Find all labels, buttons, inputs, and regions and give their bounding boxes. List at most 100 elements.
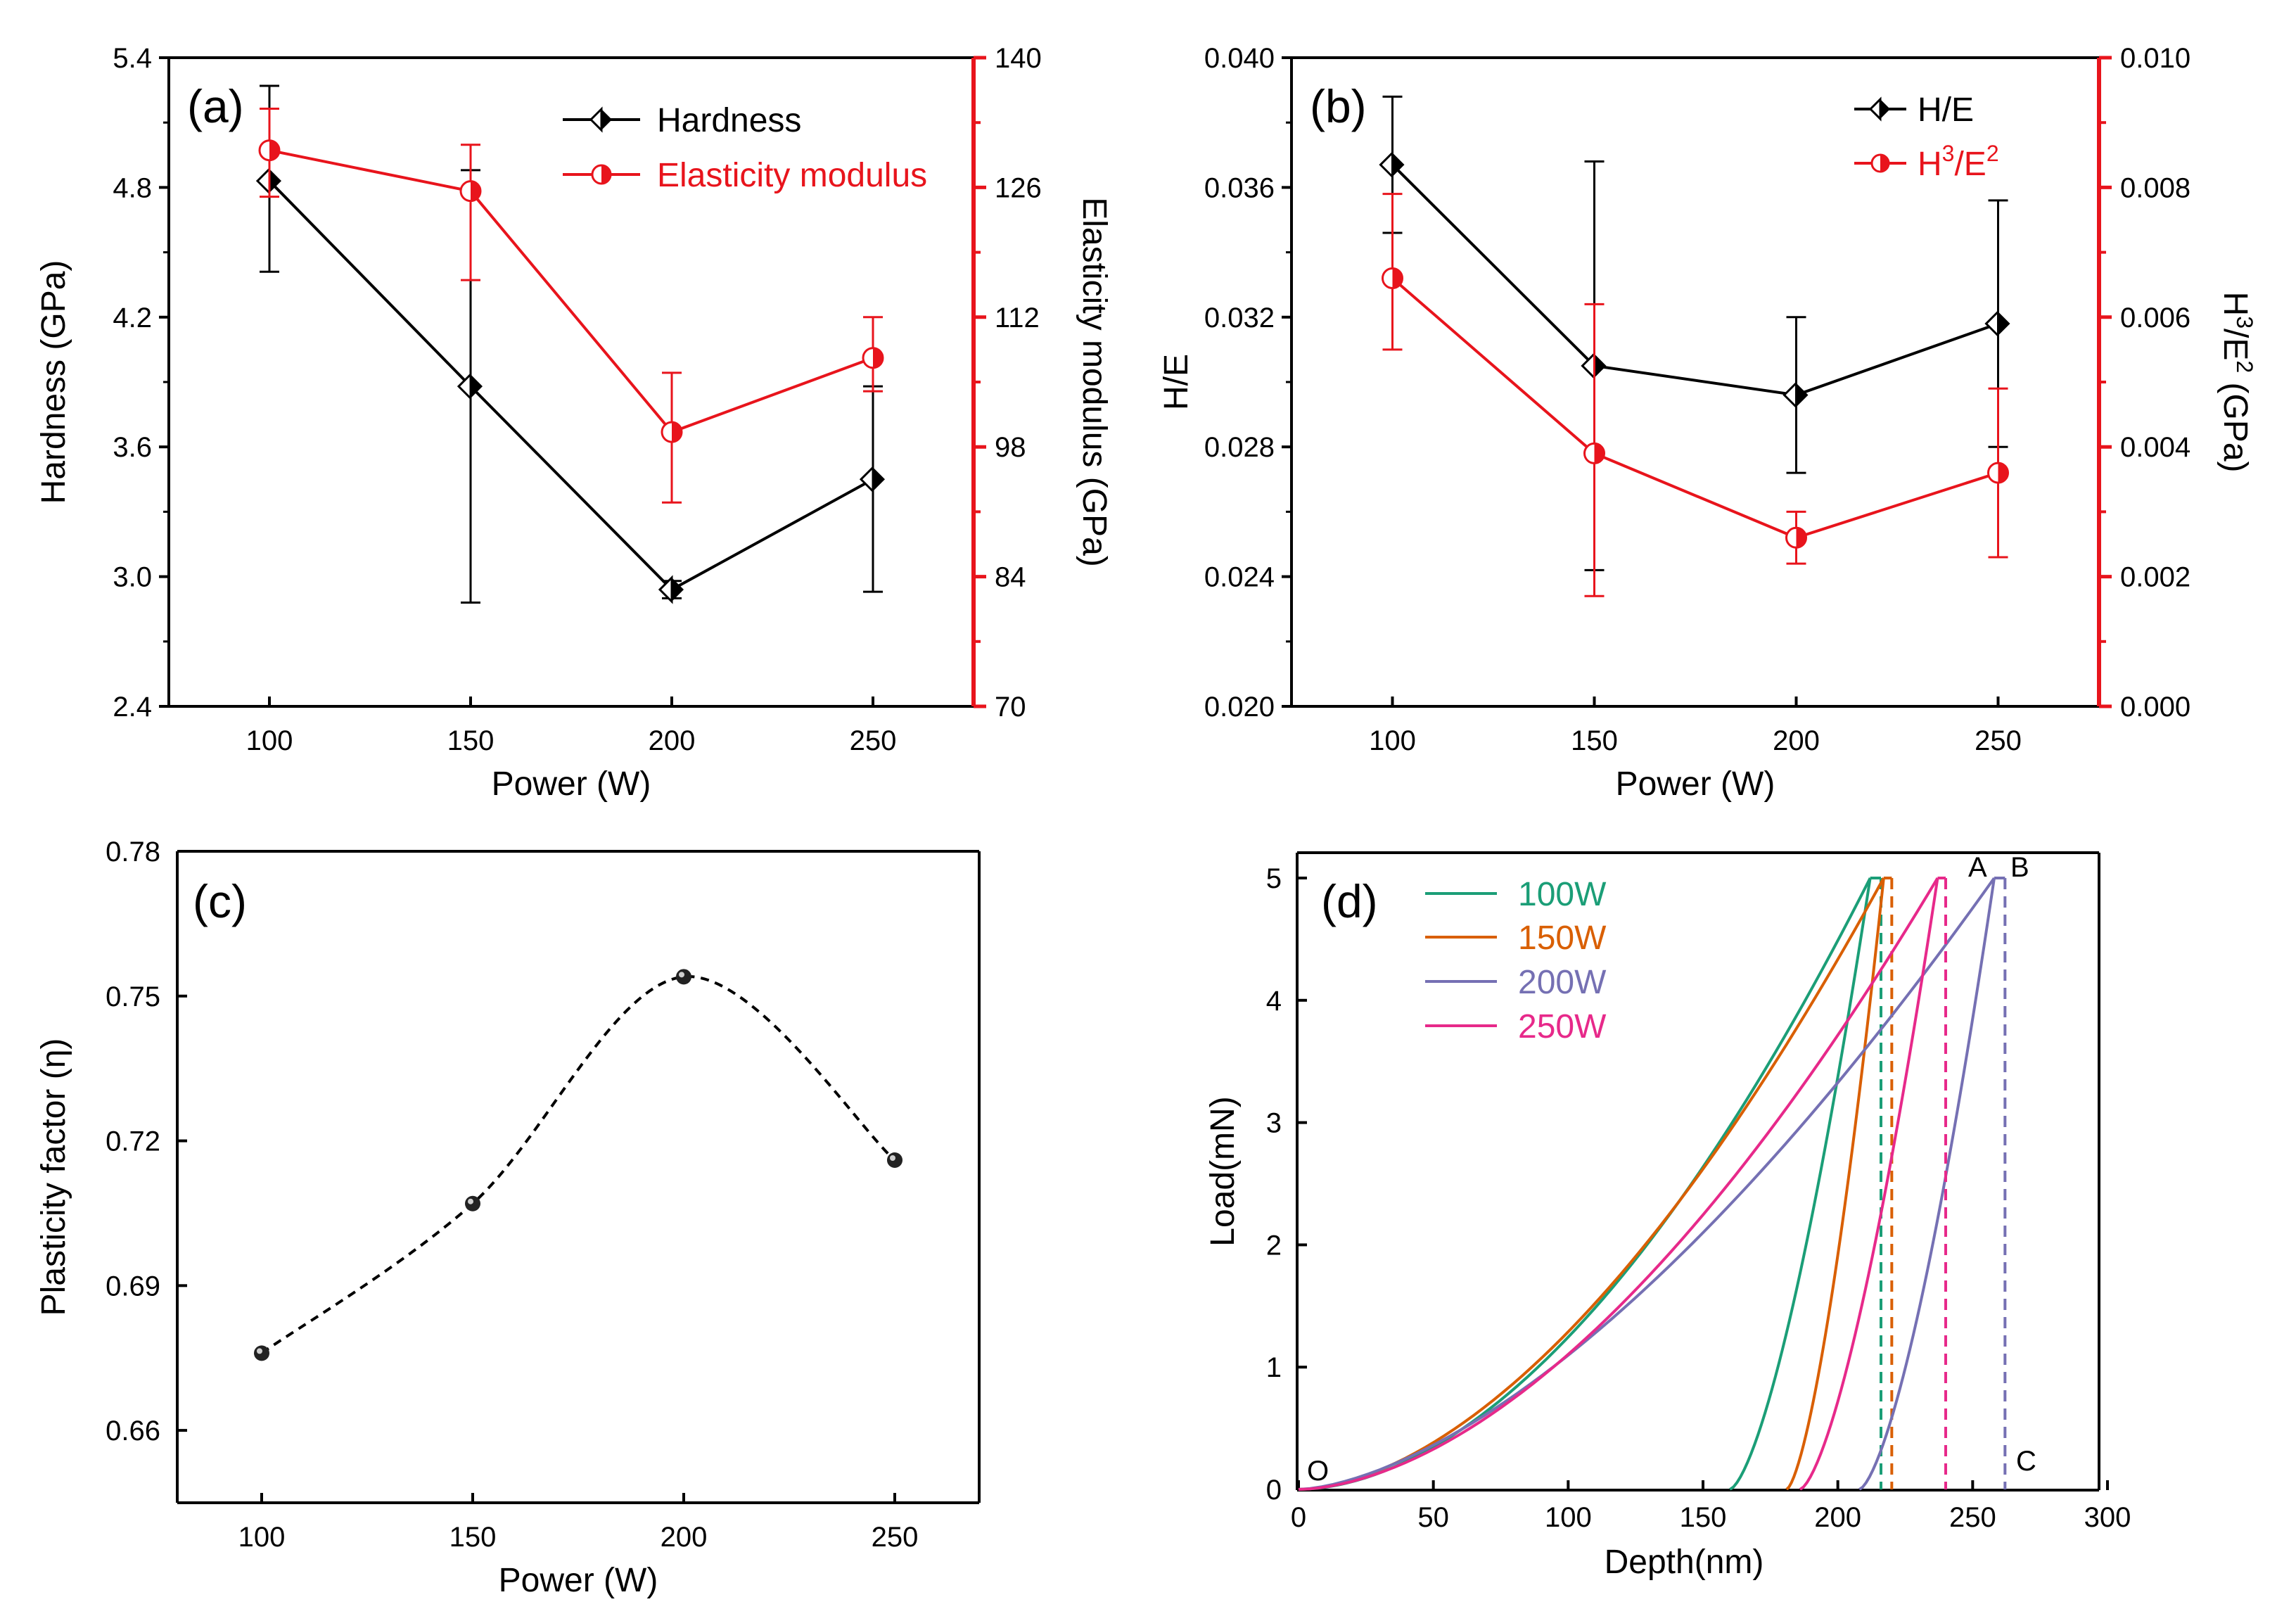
y2-axis-label: Elasticity modulus (GPa)	[1076, 197, 1113, 567]
panel-b: (b) 100 150 200 250 0.020 0.024 0.028 0.032 0.036…	[1158, 43, 2257, 803]
y-tick-label: 3	[1266, 1108, 1282, 1139]
y-tick-label: 0.032	[1204, 303, 1275, 333]
data-point	[676, 969, 691, 985]
x-tick-label: 100	[1545, 1502, 1592, 1533]
data-point	[1998, 312, 2010, 336]
legend-label: 150W	[1518, 920, 1607, 957]
legend-h: H	[1918, 146, 1942, 183]
data-point-half	[1984, 309, 1999, 338]
legend-label-hardness: Hardness	[657, 102, 801, 139]
x-tick-label: 150	[447, 725, 495, 756]
y2-label-sup: 3	[2232, 316, 2257, 329]
y-tick-label: 0.036	[1204, 172, 1275, 203]
data-point-half	[672, 422, 682, 443]
x-tick-label: 250	[1975, 725, 2022, 756]
unloading-curve	[1858, 877, 1996, 1491]
x-tick-label: 100	[238, 1522, 286, 1553]
legend-marker-modulus-half	[601, 165, 611, 184]
y2-tick-label: 140	[995, 43, 1042, 74]
series-line	[1391, 276, 1999, 540]
y-tick-label: 5.4	[113, 43, 152, 74]
x-axis-label: Power (W)	[499, 1562, 658, 1599]
panel-label: (a)	[187, 80, 244, 132]
data-point-half	[658, 575, 673, 604]
y2-axis-label: H3/E2 (GPa)	[2217, 292, 2257, 473]
x-tick-label: 150	[1680, 1502, 1727, 1533]
legend-label-modulus: Elasticity modulus	[657, 157, 927, 194]
annotation-a: A	[1968, 852, 1987, 883]
series-line	[1391, 163, 1999, 397]
y-tick-label: 0.78	[106, 837, 160, 867]
series-line	[269, 148, 874, 434]
panel-label: (d)	[1321, 875, 1378, 927]
annotation-o: O	[1307, 1456, 1329, 1487]
panel-d: (d) 0 50 100 150 200 250 300 0 1 2 3 4 5 Depth(nm) Load…	[1204, 851, 2131, 1581]
legend-marker-he	[1880, 99, 1890, 119]
y2-tick-label: 126	[995, 172, 1042, 203]
panel-a: (a) 100 150 200 250 2.4 3.0 3.6 4.2 4.8 5.4 70 84 98 1…	[35, 43, 1113, 803]
y-tick-label: 3.0	[113, 562, 152, 593]
legend-label: 100W	[1518, 876, 1607, 913]
y2-tick-label: 0.002	[2120, 562, 2190, 593]
data-point-half	[255, 166, 271, 196]
y-axis-label: Load(mN)	[1204, 1096, 1242, 1246]
y2-label-unit: (GPa)	[2217, 373, 2254, 472]
annotation-c: C	[2016, 1446, 2036, 1477]
x-tick-label: 250	[872, 1522, 919, 1553]
y-tick-label: 5	[1266, 863, 1282, 894]
legend-label: 250W	[1518, 1008, 1607, 1045]
x-tick-label: 100	[246, 725, 293, 756]
data-point-half	[1782, 380, 1797, 410]
data-point-highlight	[679, 972, 684, 978]
fit-curve	[260, 975, 896, 1354]
y-tick-label: 0.040	[1204, 43, 1275, 74]
data-point-half	[873, 348, 883, 368]
y2-tick-label: 0.000	[2120, 692, 2190, 723]
legend-label: 200W	[1518, 964, 1607, 1001]
y-tick-label: 2.4	[113, 692, 152, 723]
y-tick-label: 4.2	[113, 303, 152, 333]
data-point-half	[1594, 443, 1605, 464]
y-axis-label: H/E	[1158, 354, 1195, 410]
legend-e: /E	[1954, 146, 1986, 183]
y-tick-label: 2	[1266, 1230, 1282, 1261]
legend-marker-he-half	[1868, 96, 1882, 122]
annotation-b: B	[2010, 852, 2029, 883]
series-line	[268, 179, 874, 592]
legend-marker-h3e2-half	[1880, 155, 1889, 172]
x-axis-label: Power (W)	[492, 765, 651, 803]
data-point	[1594, 353, 1607, 378]
data-point-half	[269, 140, 279, 160]
y2-tick-label: 98	[995, 432, 1026, 463]
x-tick-label: 150	[449, 1522, 497, 1553]
y2-label-e: /E	[2217, 329, 2254, 360]
data-point	[269, 169, 281, 193]
y-tick-label: 0.028	[1204, 432, 1275, 463]
x-tick-label: 250	[1949, 1502, 1996, 1533]
y-tick-label: 4	[1266, 986, 1282, 1017]
legend-label-he: H/E	[1918, 91, 1974, 129]
loading-curve	[1298, 877, 1939, 1491]
x-tick-label: 0	[1291, 1502, 1306, 1533]
y-tick-label: 0.69	[106, 1271, 160, 1302]
data-point-half	[1998, 463, 2008, 483]
y2-tick-label: 0.008	[2120, 172, 2190, 203]
x-tick-label: 200	[1773, 725, 1820, 756]
y-tick-label: 0.020	[1204, 692, 1275, 723]
data-point-half	[457, 371, 472, 401]
y-axis-label: Hardness (GPa)	[35, 260, 72, 504]
y-tick-label: 1	[1266, 1352, 1282, 1383]
x-axis-label: Power (W)	[1616, 765, 1775, 803]
data-point	[1796, 383, 1809, 407]
panel-label: (b)	[1310, 80, 1367, 132]
legend-marker-hardness-half	[589, 106, 603, 133]
y2-tick-label: 84	[995, 562, 1026, 593]
data-point-half	[1379, 150, 1393, 179]
data-point	[1392, 153, 1405, 177]
y-axis-label: Plasticity factor (η)	[35, 1038, 72, 1316]
data-point-highlight	[890, 1155, 895, 1161]
data-point-highlight	[468, 1198, 473, 1204]
panel-c: (c) 100 150 200 250 0.66 0.69 0.72 0.75 0.78 Power…	[35, 837, 981, 1599]
y2-label-sup: 2	[2232, 360, 2257, 373]
y2-label-h: H	[2217, 292, 2254, 317]
